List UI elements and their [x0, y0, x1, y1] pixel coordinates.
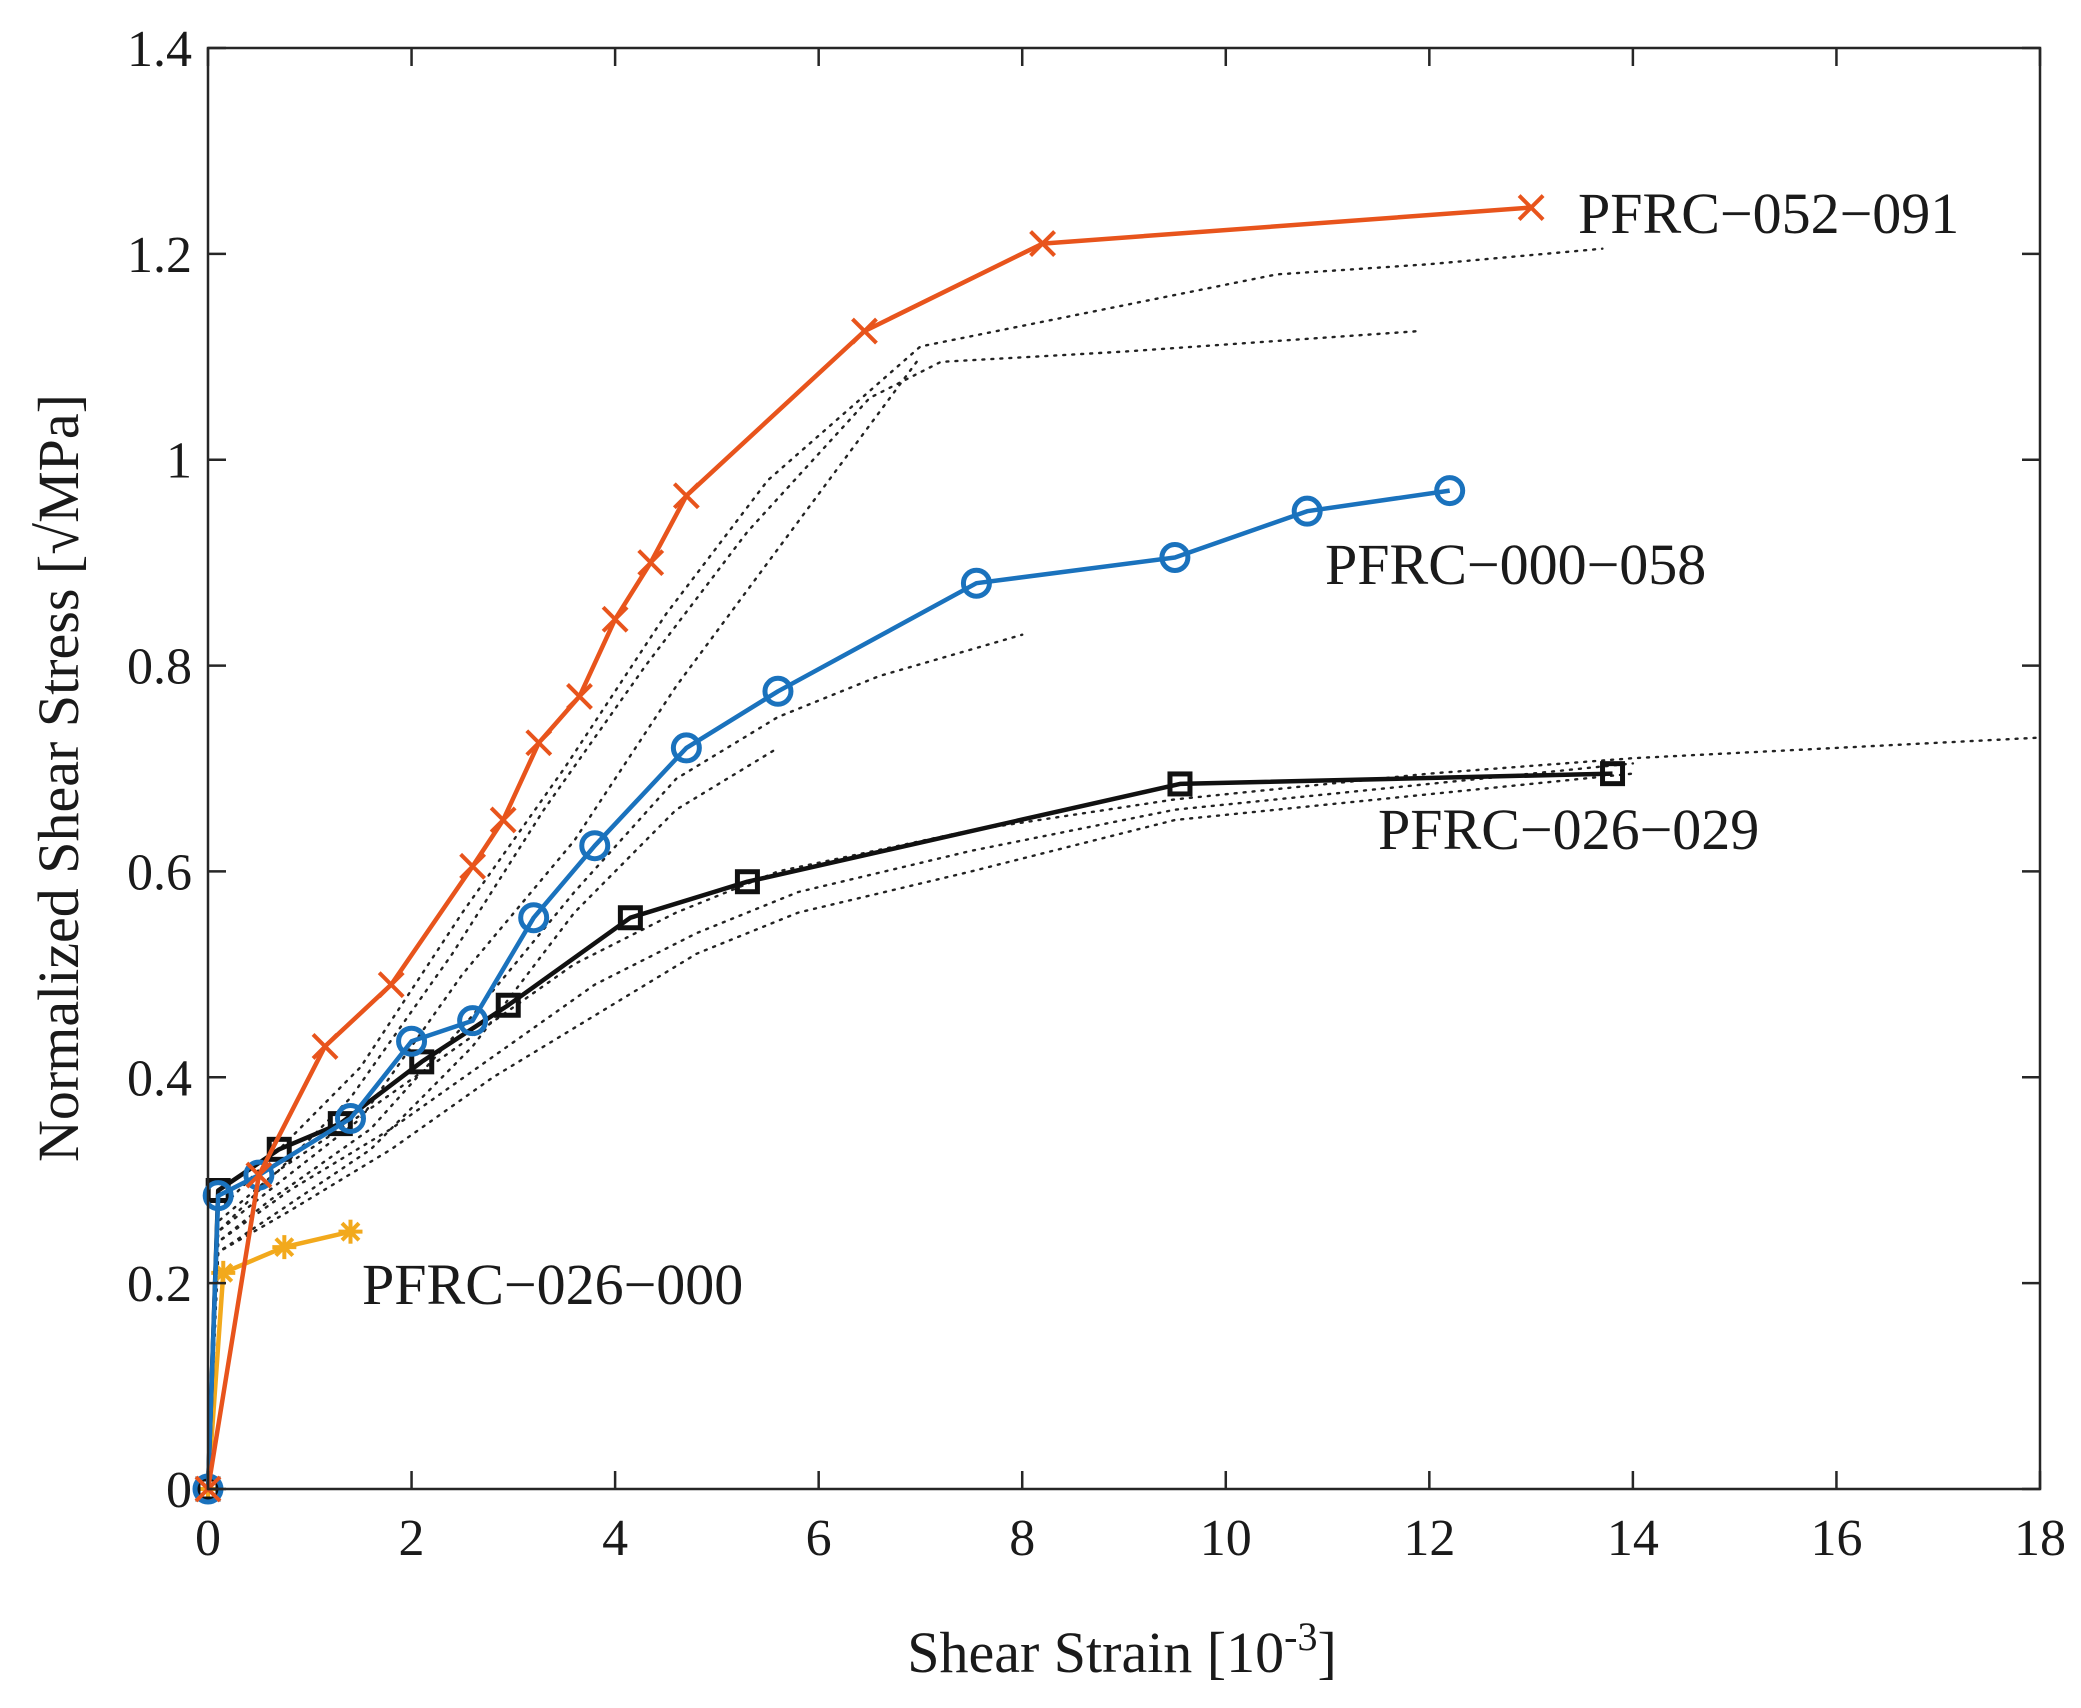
x-axis-title-exponent: -3	[1284, 1614, 1317, 1659]
y-axis-title: Normalized Shear Stress [√MPa]	[26, 394, 91, 1162]
y-tick-label: 1.4	[127, 21, 192, 78]
x-marker	[489, 806, 517, 834]
reference-curve	[206, 633, 1024, 1491]
x-tick-label: 4	[602, 1510, 628, 1567]
x-tick-label: 2	[399, 1510, 425, 1567]
circle-marker	[762, 675, 794, 707]
x-marker	[377, 971, 405, 999]
circle-marker	[1434, 475, 1466, 507]
circle-marker	[1291, 495, 1323, 527]
x-tick-label: 14	[1607, 1510, 1659, 1567]
x-axis-title-main: Shear Strain [10	[907, 1620, 1284, 1685]
x-marker	[1517, 194, 1545, 221]
square-marker	[1600, 761, 1626, 787]
square-marker	[734, 869, 760, 895]
series-PFRC−000−058	[192, 475, 1466, 1505]
y-tick-label: 0.8	[127, 639, 192, 696]
x-marker	[525, 729, 553, 757]
x-tick-label: 10	[1200, 1510, 1252, 1567]
x-axis-title-suffix: ]	[1317, 1620, 1336, 1685]
y-tick-label: 0.4	[127, 1050, 192, 1107]
x-marker	[851, 317, 878, 345]
series-label-3: PFRC−026−000	[362, 1252, 743, 1317]
y-tick-label: 0.6	[127, 844, 192, 901]
asterisk-marker	[274, 1237, 295, 1258]
x-tick-label: 18	[2014, 1510, 2066, 1567]
series-label-2: PFRC−026−029	[1378, 797, 1759, 862]
series-line	[205, 488, 1451, 1490]
y-tick-label: 0	[166, 1462, 192, 1519]
x-marker	[566, 683, 593, 710]
circle-marker	[457, 1005, 489, 1037]
circle-marker	[334, 1102, 366, 1134]
circle-marker	[670, 732, 702, 764]
x-axis-title: Shear Strain [10-3]	[907, 1614, 1337, 1685]
x-marker	[1029, 230, 1056, 257]
x-marker	[637, 549, 665, 577]
x-marker	[245, 1161, 273, 1189]
x-marker	[459, 852, 487, 880]
reference-curve	[206, 746, 780, 1491]
x-tick-label: 12	[1403, 1510, 1455, 1567]
circle-marker	[579, 830, 611, 862]
y-tick-label: 0.2	[127, 1256, 192, 1313]
asterisk-marker	[340, 1221, 361, 1242]
x-tick-label: 16	[1810, 1510, 1862, 1567]
square-marker	[495, 992, 521, 1018]
circle-marker	[960, 567, 992, 599]
x-tick-label: 8	[1009, 1510, 1035, 1567]
axis-ticks: 0 2 4 6 8 10 12 14 16 18 0 0.2 0.4 0.6 0.8 1 1.2 1.4	[127, 21, 2066, 1567]
circle-marker	[202, 1180, 234, 1212]
series-label-1: PFRC−000−058	[1325, 532, 1706, 597]
x-marker	[311, 1032, 339, 1060]
asterisk-marker	[213, 1262, 234, 1283]
series-line	[205, 1229, 352, 1490]
x-marker	[672, 482, 700, 510]
circle-marker	[1159, 541, 1191, 573]
series-labels: PFRC−052−091 PFRC−000−058 PFRC−026−029 PFRC…	[362, 181, 1959, 1317]
square-marker	[1167, 771, 1193, 797]
x-tick-label: 0	[195, 1510, 221, 1567]
x-marker	[601, 605, 629, 633]
x-tick-label: 6	[806, 1510, 832, 1567]
circle-marker	[396, 1025, 428, 1057]
plot-frame	[206, 46, 2042, 1491]
y-tick-label: 1.2	[127, 227, 192, 284]
series-label-0: PFRC−052−091	[1578, 181, 1959, 246]
y-tick-label: 1	[166, 433, 192, 490]
square-marker	[617, 905, 643, 931]
circle-marker	[518, 902, 550, 934]
reference-curve	[206, 355, 922, 1491]
reference-curve	[206, 772, 1635, 1491]
